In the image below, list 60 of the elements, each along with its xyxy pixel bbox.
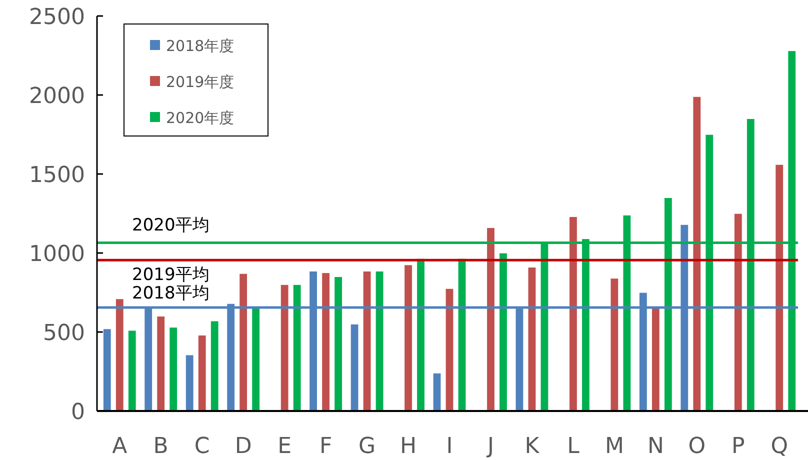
bar — [252, 307, 260, 412]
bar — [404, 264, 413, 412]
y-tick-label: 2000 — [29, 84, 85, 109]
bar — [498, 252, 508, 412]
bar — [458, 258, 466, 412]
x-tick-label: K — [524, 434, 540, 459]
bar — [334, 276, 343, 412]
bar — [102, 328, 112, 412]
x-tick-label: F — [319, 434, 332, 459]
bar — [651, 307, 660, 412]
x-tick-label: D — [234, 434, 252, 459]
x-tick-label: H — [400, 434, 417, 459]
x-tick-label: B — [153, 434, 168, 459]
bar — [528, 266, 536, 412]
y-tick-label: 500 — [43, 321, 85, 346]
x-tick-label: I — [446, 434, 453, 459]
x-tick-label: L — [567, 434, 580, 459]
x-tick-label: J — [485, 434, 494, 459]
x-tick-label: Q — [770, 434, 788, 459]
x-tick-label: G — [358, 434, 376, 459]
bar — [321, 272, 330, 412]
ref-line-label: 2018平均 — [132, 284, 210, 304]
bar — [432, 372, 442, 412]
bar — [734, 213, 742, 412]
y-tick-label: 1000 — [29, 242, 85, 267]
x-tick-label: M — [604, 434, 624, 459]
ref-line-label: 2019平均 — [132, 265, 210, 286]
x-tick-label: O — [688, 434, 706, 459]
legend-label: 2020年度 — [166, 109, 234, 127]
legend-label: 2018年度 — [166, 37, 234, 55]
bar — [568, 216, 578, 412]
x-tick-label: E — [278, 434, 292, 459]
legend-label: 2019年度 — [166, 73, 234, 91]
bar — [610, 278, 619, 412]
y-tick-label: 1500 — [29, 163, 85, 188]
bar — [350, 324, 359, 412]
bar — [486, 227, 496, 412]
x-tick-label: N — [647, 434, 664, 459]
bar — [362, 270, 372, 412]
bar — [416, 258, 426, 412]
ref-line-label: 2020平均 — [132, 216, 210, 236]
bar — [198, 334, 206, 412]
bar — [292, 284, 302, 412]
bar — [775, 164, 784, 412]
bar — [375, 270, 384, 412]
x-tick-label: C — [194, 434, 210, 459]
bar — [156, 316, 166, 412]
bar — [185, 354, 194, 412]
bar — [445, 288, 454, 412]
bar — [692, 96, 702, 412]
bar — [115, 298, 124, 412]
y-tick-label: 2500 — [29, 5, 85, 30]
x-tick-label: P — [732, 434, 745, 459]
bar — [128, 330, 136, 412]
x-tick-label: A — [112, 434, 128, 459]
bar — [280, 284, 289, 412]
y-tick-label: 0 — [71, 400, 85, 425]
bar — [210, 320, 219, 412]
bar — [169, 326, 178, 412]
bar — [239, 273, 248, 412]
